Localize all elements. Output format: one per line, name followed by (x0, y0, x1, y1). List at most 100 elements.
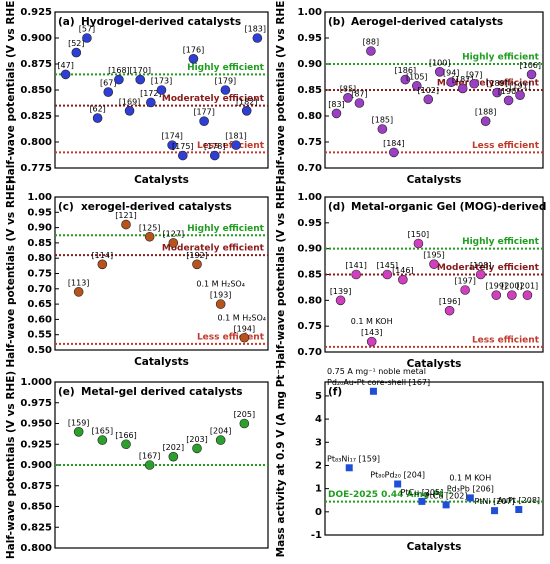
point-label: [178] (204, 142, 226, 151)
y-tick-label: 0.60 (27, 314, 52, 325)
threshold-label: Moderately efficient (437, 263, 540, 273)
data-point (503, 95, 514, 106)
data-point (507, 290, 517, 300)
y-tick-label: 0.85 (297, 270, 322, 281)
threshold-label: DOE-2025 0.44 Amg Pt⁻¹ (328, 490, 452, 500)
y-tick-label: 0.85 (27, 238, 52, 249)
panel-tag: (f) (328, 386, 342, 398)
y-tick-label: 0.875 (20, 481, 52, 492)
x-axis-label: Catalysts (134, 356, 189, 368)
threshold-label: Highly efficient (187, 224, 265, 234)
y-tick-label: 0.850 (20, 502, 52, 513)
data-point (335, 295, 346, 306)
y-tick-label: -1 (311, 530, 322, 541)
annotation: 0.1 M KOH (351, 317, 393, 326)
point-label: [193] (210, 291, 232, 300)
point-label: [97] (466, 70, 482, 79)
y-axis-label: Half-wave potentials (V vs RHE) (5, 371, 17, 559)
panel-tag: (a) (58, 16, 75, 28)
data-point (492, 87, 502, 98)
point-label: [186] (395, 66, 417, 75)
point-label: [105] (406, 72, 428, 81)
data-point (423, 94, 434, 105)
data-point (156, 85, 167, 95)
data-point (135, 74, 145, 85)
point-label: [203] (186, 435, 208, 444)
y-tick-label: 0.950 (20, 419, 52, 430)
point-label: Pd₃Pb [206] (447, 484, 494, 493)
data-point (103, 87, 114, 97)
data-point (345, 464, 353, 472)
y-axis-label: Half-wave potentials (V vs RHE) (275, 0, 287, 184)
data-point (369, 387, 377, 395)
point-label: [150] (408, 230, 430, 239)
point-label: [172] (140, 89, 162, 98)
point-label: [125] (139, 223, 161, 232)
y-tick-label: 1.00 (297, 192, 322, 203)
data-point (366, 46, 376, 56)
point-label: [197] (454, 277, 476, 286)
y-tick-label: 1 (315, 484, 322, 495)
point-label: [199] (486, 282, 508, 291)
point-label: [173] (151, 77, 173, 86)
y-tick-label: 0.875 (20, 59, 52, 70)
threshold-label: Highly efficient (187, 63, 265, 73)
point-label: [57] (79, 25, 95, 34)
point-label: [190] (498, 87, 520, 96)
data-point (331, 108, 342, 119)
data-point (491, 507, 499, 515)
y-tick-label: 0.925 (20, 439, 52, 450)
y-tick-label: 0.90 (297, 59, 322, 70)
point-label: [183] (244, 25, 266, 34)
data-point (522, 290, 533, 300)
x-axis-label: Catalysts (407, 358, 462, 370)
data-point (114, 74, 124, 85)
data-point (515, 506, 523, 513)
point-label: [188] (475, 108, 497, 117)
panel-tag: (d) (328, 201, 345, 213)
data-point (394, 480, 402, 488)
point-label: [102] (418, 86, 440, 95)
point-label: [196] (439, 297, 461, 306)
data-point (434, 67, 445, 77)
point-label: [202] (163, 443, 185, 452)
point-label: [204] (210, 427, 232, 436)
data-point (121, 439, 131, 450)
point-label: AuPt [208] (497, 496, 540, 505)
data-point (389, 147, 399, 158)
y-tick-label: 0.70 (297, 347, 322, 358)
y-tick-label: 0.70 (27, 284, 52, 295)
point-label: [189] (486, 79, 508, 88)
point-label: [159] (68, 418, 90, 427)
annotation: 0.75 A mg⁻¹ noble metal (327, 367, 426, 376)
data-point (192, 443, 202, 454)
threshold-label: Less efficient (472, 335, 540, 345)
data-point (124, 106, 135, 116)
y-tick-label: 0.75 (297, 321, 322, 332)
data-point (71, 47, 82, 58)
y-tick-label: 0 (315, 507, 322, 518)
y-tick-label: 0.80 (27, 253, 52, 264)
data-point (466, 494, 474, 502)
data-point (239, 418, 250, 429)
y-tick-label: 0.50 (27, 345, 52, 356)
point-label: [201] (517, 282, 539, 291)
point-label: [143] (361, 328, 383, 337)
point-label: [62] (89, 105, 105, 114)
threshold-label: Less efficient (197, 141, 265, 151)
y-axis-label: Half-wave potentials (V vs RHE) (5, 0, 17, 184)
y-tick-label: 3 (315, 437, 322, 448)
panel-tag: (b) (328, 16, 345, 28)
y-tick-label: 0.900 (20, 460, 52, 471)
y-tick-label: 0.925 (20, 7, 52, 18)
data-point (73, 287, 84, 297)
data-point (457, 83, 468, 94)
panel-tag: (c) (58, 201, 74, 213)
point-label: [174] (161, 132, 183, 141)
data-point (377, 124, 388, 134)
data-point (144, 460, 155, 470)
data-point (491, 290, 502, 300)
data-point (411, 81, 422, 91)
data-point (92, 113, 103, 123)
data-point (444, 305, 455, 316)
